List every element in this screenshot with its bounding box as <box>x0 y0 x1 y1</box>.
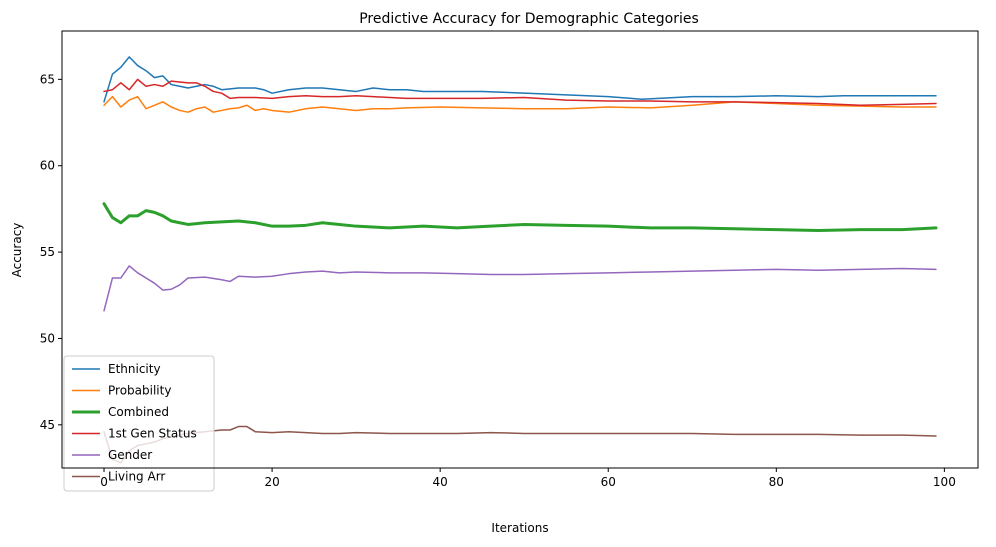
legend-label: Probability <box>108 384 171 398</box>
x-tick-label: 80 <box>769 475 784 489</box>
x-tick-label: 60 <box>601 475 616 489</box>
series-line-ethnicity <box>103 56 937 103</box>
y-tick-label: 60 <box>40 159 55 173</box>
y-axis: 45 50 55 60 65 <box>40 72 62 432</box>
legend-label: Combined <box>108 405 169 419</box>
plot-frame <box>61 30 979 469</box>
x-tick-label: 20 <box>264 475 279 489</box>
y-tick-label: 50 <box>40 331 55 345</box>
x-tick-label: 40 <box>433 475 448 489</box>
x-tick-label: 100 <box>933 475 956 489</box>
series-line-1st-gen-status <box>103 78 937 107</box>
y-axis-label: Accuracy <box>10 223 24 278</box>
x-axis-label: Iterations <box>491 521 548 535</box>
legend-label: 1st Gen Status <box>108 427 197 441</box>
x-tick-label: 0 <box>100 475 108 489</box>
x-axis: 0 20 40 60 80 100 <box>100 468 956 489</box>
plot-area: Ethnicity Probability Combined 1st Gen Stat… <box>61 30 979 492</box>
y-tick-label: 45 <box>40 418 55 432</box>
chart-title: Predictive Accuracy for Demographic Cate… <box>359 11 699 27</box>
legend-box <box>63 355 215 492</box>
y-tick-label: 55 <box>40 245 55 259</box>
legend-label: Living Arr <box>108 470 165 484</box>
legend: Ethnicity Probability Combined 1st Gen Stat… <box>63 355 215 492</box>
series-line-combined <box>102 202 938 232</box>
y-tick-label: 65 <box>40 72 55 86</box>
legend-label: Ethnicity <box>108 362 161 376</box>
series-line-gender <box>103 265 937 312</box>
series-line-probability <box>103 95 937 113</box>
legend-label: Gender <box>108 448 152 462</box>
